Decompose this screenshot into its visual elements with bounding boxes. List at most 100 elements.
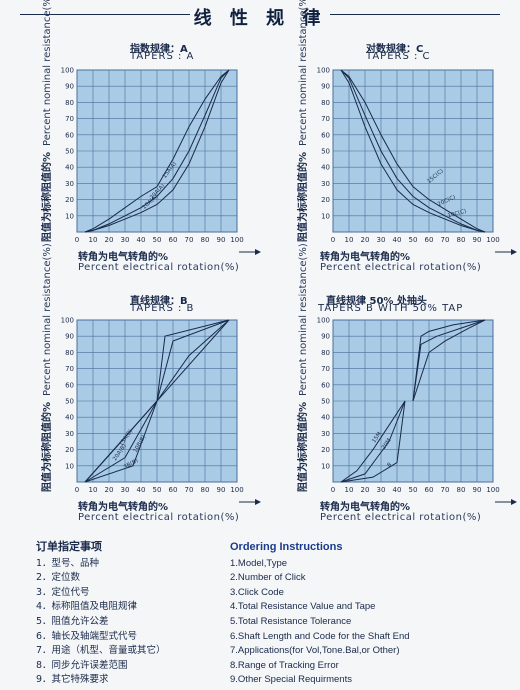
- x-tick-label: 40: [137, 236, 146, 244]
- y-tick-label: 80: [65, 349, 74, 357]
- ordering-item: 6．轴长及轴端型式代号: [36, 630, 138, 642]
- x-tick-label: 0: [75, 486, 79, 494]
- x-tick-label: 50: [409, 236, 418, 244]
- series-line-b: [340, 400, 406, 483]
- chart-title-cn: 对数规律：C: [366, 44, 424, 55]
- x-tick-label: 40: [393, 486, 402, 494]
- x-tick-label: 40: [393, 236, 402, 244]
- x-tick-label: 40: [137, 486, 146, 494]
- x-axis-arrowhead: [255, 249, 261, 255]
- series-line-15a-a-: [84, 69, 230, 233]
- ordering-item: 3.Click Code: [230, 586, 284, 598]
- y-tick-label: 80: [321, 99, 330, 107]
- ordering-item: 1.Model,Type: [230, 557, 288, 569]
- x-axis-arrowhead: [511, 499, 517, 505]
- x-tick-label: 70: [185, 236, 194, 244]
- x-tick-label: 90: [217, 236, 226, 244]
- chart-panel-taper-b: 直线规律：B TAPERS : B 0 10 20 30 40 50 60 70 80 90 100…: [0, 243, 261, 534]
- curve-label: 10C(C): [447, 209, 467, 220]
- y-axis-label-cn: 阻值为标称阻值的%: [42, 401, 53, 492]
- x-tick-label: 0: [331, 236, 335, 244]
- y-tick-label: 60: [321, 381, 330, 389]
- x-tick-label: 30: [121, 486, 130, 494]
- x-tick-label: 60: [425, 236, 434, 244]
- chart-title-en: TAPERS : C: [366, 51, 431, 62]
- ordering-item: 5.Total Resistance Tolerance: [230, 615, 352, 627]
- x-axis-arrowhead: [255, 499, 261, 505]
- chart-title-cn: 直线规律：B: [130, 296, 188, 307]
- series-line-20c-c-: [340, 69, 486, 233]
- x-tick-label: 50: [153, 236, 162, 244]
- y-tick-label: 50: [65, 398, 74, 406]
- ordering-item: 4.Total Resistance Value and Tape: [230, 601, 376, 613]
- x-axis-label-cn: 转角为电气转角的%: [320, 502, 411, 513]
- series-line-upper2: [412, 319, 486, 402]
- x-tick-label: 100: [486, 236, 499, 244]
- y-axis-label: 阻值为标称阻值的% Percent nominal resistance(%): [38, 243, 53, 492]
- y-tick-label: 90: [65, 333, 74, 341]
- ordering-item: 6.Shaft Length and Code for the Shaft En…: [230, 630, 410, 642]
- curve-label: 20M: [381, 437, 393, 450]
- y-tick-label: 50: [321, 398, 330, 406]
- y-tick-label: 70: [65, 115, 74, 123]
- series-line-upper1: [412, 319, 486, 402]
- ordering-item: 3．定位代号: [36, 586, 90, 598]
- y-tick-label: 30: [321, 430, 330, 438]
- chart-title-en: TAPERS B WITH 50% TAP: [318, 303, 464, 314]
- page-header: 线 性 规 律: [0, 2, 520, 29]
- series-line-20a-a-: [84, 69, 230, 233]
- y-tick-label: 30: [65, 180, 74, 188]
- y-tick-label: 10: [321, 212, 330, 220]
- y-tick-label: 80: [65, 99, 74, 107]
- y-axis-label-en: Percent nominal resistance(%): [298, 0, 309, 146]
- y-tick-label: 80: [321, 349, 330, 357]
- chart-panel-taper-a: 指数规律：A TAPERS : A 0 10 20 30 40 50 60 70 80 90 100…: [0, 0, 261, 284]
- x-tick-label: 20: [361, 486, 370, 494]
- y-tick-label: 50: [321, 148, 330, 156]
- chart-panel-taper-b-tap: 直线规律 50% 处抽头 TAPERS B WITH 50% TAP 0 10 20…: [258, 243, 520, 534]
- header-rule-right: [330, 14, 500, 15]
- y-tick-label: 90: [321, 83, 330, 91]
- y-tick-label: 70: [65, 365, 74, 373]
- x-tick-label: 60: [169, 486, 178, 494]
- x-tick-label: 20: [361, 236, 370, 244]
- ordering-section-en: Ordering Instructions 1.Model,Type 2.Num…: [230, 540, 410, 688]
- x-axis-label-cn: 转角为电气转角的%: [78, 252, 169, 263]
- x-tick-label: 10: [89, 236, 98, 244]
- x-tick-label: 100: [230, 486, 243, 494]
- y-tick-label: 30: [321, 180, 330, 188]
- curve-label: B: [386, 462, 393, 469]
- header-rule-left: [20, 14, 190, 15]
- x-tick-label: 30: [121, 236, 130, 244]
- y-tick-label: 60: [321, 131, 330, 139]
- y-axis-label-cn: 阻值为标称阻值的%: [298, 151, 309, 242]
- x-axis-label-cn: 转角为电气转角的%: [78, 502, 169, 513]
- x-tick-label: 30: [377, 486, 386, 494]
- y-tick-label: 20: [321, 196, 330, 204]
- curve-label: 15M: [371, 431, 383, 444]
- ordering-item: 9.Other Special Requirments: [230, 674, 352, 686]
- y-axis-label: 阻值为标称阻值的% Percent nominal resistance(%): [294, 243, 309, 492]
- ordering-item: 2．定位数: [36, 572, 81, 584]
- y-axis-label-cn: 阻值为标称阻值的%: [42, 151, 53, 242]
- x-tick-label: 30: [377, 236, 386, 244]
- x-tick-label: 90: [473, 236, 482, 244]
- y-axis-label-cn: 阻值为标称阻值的%: [298, 401, 309, 492]
- y-tick-label: 40: [65, 414, 74, 422]
- ordering-item: 8.Range of Tracking Error: [230, 659, 339, 671]
- x-tick-label: 80: [201, 236, 210, 244]
- ordering-item: 5．阻值允许公差: [36, 615, 109, 627]
- y-tick-label: 10: [65, 462, 74, 470]
- page-title: 线 性 规 律: [193, 8, 327, 29]
- chart-title-cn: 指数规律：A: [130, 44, 188, 55]
- y-axis-label-en: Percent nominal resistance(%): [298, 243, 309, 396]
- series-line-10c-c-: [340, 69, 486, 233]
- series-line-20m: [340, 400, 406, 483]
- y-tick-label: 100: [317, 317, 330, 325]
- chart-svg-taper-a: 0 10 20 30 40 50 60 70 80 90 100 10 20 30 40 50 60 70 80 90…: [61, 67, 261, 255]
- y-tick-label: 50: [65, 148, 74, 156]
- y-axis-label-en: Percent nominal resistance(%): [42, 243, 53, 396]
- x-axis-label-en: Percent electrical rotation(%): [320, 512, 482, 523]
- y-tick-label: 10: [65, 212, 74, 220]
- y-tick-label: 20: [65, 196, 74, 204]
